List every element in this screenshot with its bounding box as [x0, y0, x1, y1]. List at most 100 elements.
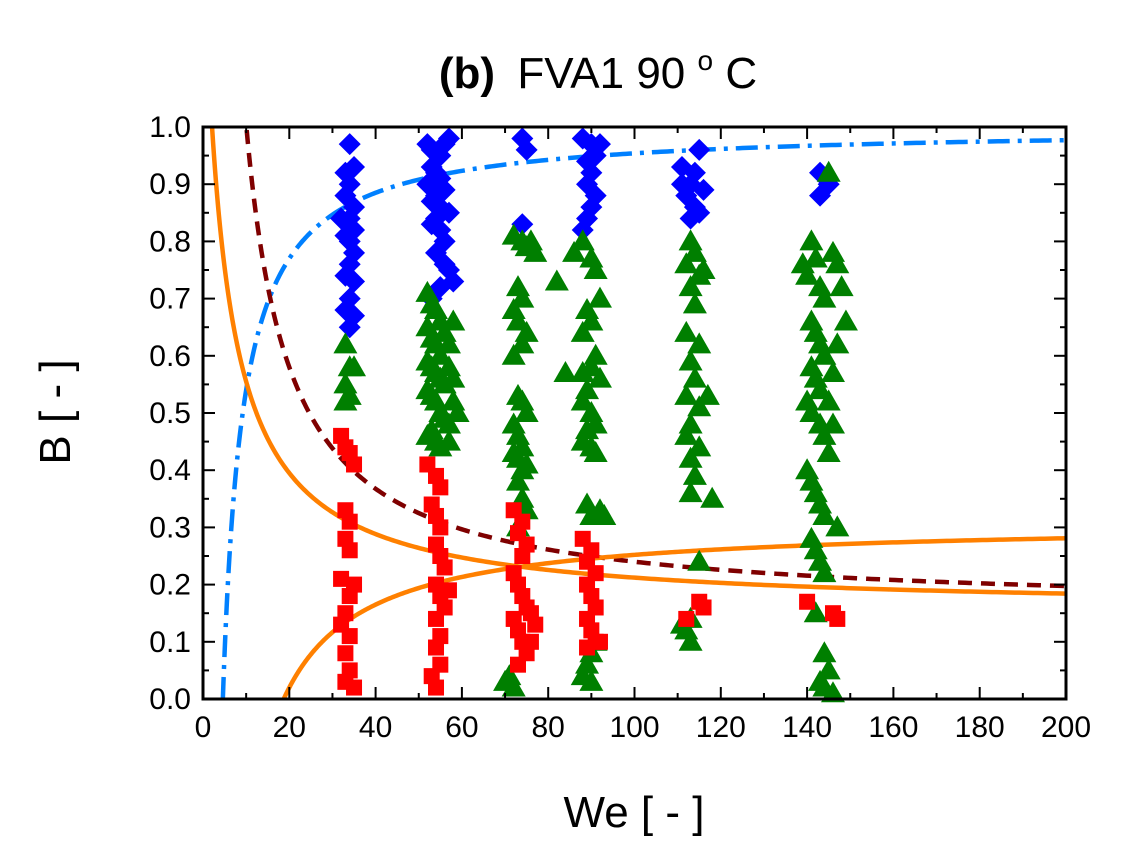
- chart-title-suffix: C: [725, 49, 757, 98]
- x-tick-label: 140: [782, 711, 832, 744]
- square-point: [509, 656, 526, 673]
- square-point: [695, 599, 712, 616]
- y-tick-label: 0.6: [149, 340, 191, 373]
- triangle-point: [570, 389, 595, 411]
- triangle-point: [678, 446, 703, 468]
- y-tick-label: 0.7: [149, 283, 191, 316]
- triangle-point: [682, 292, 707, 314]
- triangle-point: [687, 435, 712, 457]
- triangle-point: [562, 240, 587, 262]
- triangle-point: [799, 309, 824, 331]
- triangle-point: [505, 309, 530, 331]
- diamond-point: [809, 184, 832, 207]
- x-tick-label: 180: [955, 711, 1005, 744]
- triangle-point: [333, 332, 358, 354]
- triangle-point: [833, 309, 858, 331]
- triangle-point: [436, 429, 461, 451]
- triangle-point: [825, 515, 850, 537]
- triangle-point: [816, 389, 841, 411]
- triangle-point: [678, 481, 703, 503]
- square-point: [428, 610, 445, 627]
- square-point: [337, 645, 354, 662]
- triangle-point: [678, 349, 703, 371]
- square-point: [829, 610, 846, 627]
- triangle-point: [592, 503, 617, 525]
- x-tick-label: 40: [359, 711, 392, 744]
- chart-title-main: FVA1 90: [517, 49, 685, 98]
- triangle-point: [678, 275, 703, 297]
- x-tick-label: 160: [868, 711, 918, 744]
- triangle-point: [436, 332, 461, 354]
- curves-layer: [209, 127, 1066, 699]
- square-point: [341, 513, 358, 530]
- triangle-point: [674, 252, 699, 274]
- diamond-point: [688, 138, 711, 161]
- square-point: [522, 633, 539, 650]
- x-tick-label: 120: [696, 711, 746, 744]
- triangle-point: [820, 240, 845, 262]
- triangle-point: [825, 332, 850, 354]
- square-point: [440, 582, 457, 599]
- triangle-point: [514, 401, 539, 422]
- square-point: [428, 639, 445, 656]
- triangle-point: [579, 669, 604, 691]
- points-layer: [330, 127, 858, 703]
- triangle-point: [687, 549, 712, 571]
- triangle-point: [553, 360, 578, 382]
- triangle-point: [816, 658, 841, 680]
- triangle-point: [441, 366, 466, 388]
- chart-title-sup: o: [698, 45, 714, 76]
- triangle-point: [799, 401, 824, 422]
- triangle-point: [812, 503, 837, 525]
- triangle-point: [579, 309, 604, 331]
- triangle-point: [682, 240, 707, 262]
- model-curve-3: [209, 127, 1066, 596]
- triangle-point: [812, 343, 837, 365]
- triangle-point: [342, 355, 367, 377]
- triangle-point: [799, 229, 824, 251]
- triangle-point: [829, 275, 854, 297]
- diamond-point: [515, 138, 538, 161]
- y-tick-label: 0.0: [149, 683, 191, 716]
- triangle-point: [695, 383, 720, 405]
- square-point: [346, 679, 363, 696]
- x-tick-label: 200: [1041, 711, 1091, 744]
- square-point: [428, 679, 445, 696]
- triangle-point: [687, 395, 712, 417]
- y-axis: 0.0 0.1 0.2 0.3 0.4 0.5 0.6 0.7 0.8 0.9 1.0: [149, 111, 1066, 716]
- diamond-point: [437, 127, 460, 150]
- triangle-point: [795, 458, 820, 480]
- triangle-point: [445, 401, 470, 422]
- diamond-point: [330, 207, 353, 230]
- model-curve-2: [244, 127, 1066, 589]
- triangle-point: [808, 378, 833, 400]
- triangle-point: [687, 332, 712, 354]
- triangle-point: [812, 423, 837, 445]
- triangle-point: [493, 669, 518, 691]
- chart-title-prefix: (b): [439, 49, 495, 98]
- diamond-point: [343, 270, 366, 293]
- triangle-point: [816, 160, 841, 182]
- triangle-point: [812, 641, 837, 663]
- triangle-point: [812, 675, 837, 697]
- y-axis-label: B [ - ]: [31, 359, 80, 464]
- triangle-point: [674, 383, 699, 405]
- y-tick-label: 0.5: [149, 397, 191, 430]
- triangle-point: [501, 343, 526, 365]
- square-point: [514, 548, 531, 564]
- triangle-point: [820, 412, 845, 434]
- triangle-point: [587, 286, 612, 308]
- x-tick-label: 20: [273, 711, 306, 744]
- triangle-point: [700, 486, 725, 508]
- triangle-point: [570, 360, 595, 382]
- triangle-point: [816, 441, 841, 463]
- square-point: [333, 570, 350, 587]
- diamond-point: [343, 156, 366, 179]
- square-point: [579, 639, 596, 656]
- triangle-point: [803, 601, 828, 623]
- diamond-point: [692, 178, 715, 201]
- triangle-point: [570, 320, 595, 342]
- x-axis: 0 20 40 60 80 100 120 140 160 180 200: [195, 127, 1091, 744]
- triangle-point: [570, 229, 595, 251]
